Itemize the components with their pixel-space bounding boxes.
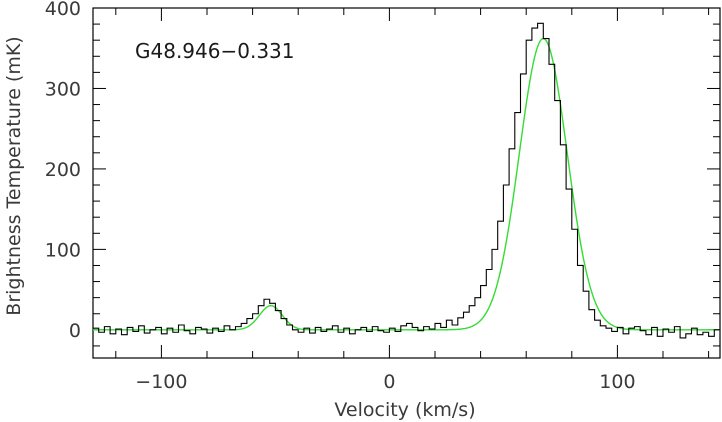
plot-frame (92, 7, 721, 359)
series-gaussian-fit (93, 37, 720, 331)
y-tick-label: 200 (45, 159, 81, 181)
axes-group: −100 0 100 0 100 200 300 400 (45, 0, 721, 393)
y-tick-label: 100 (45, 239, 81, 261)
y-tick-label: 400 (45, 0, 81, 20)
y-tick-label: 0 (69, 320, 81, 342)
y-tick-label: 300 (45, 78, 81, 100)
source-label: G48.946−0.331 (135, 39, 295, 63)
fit-layer (93, 37, 720, 331)
x-tick-label: −100 (135, 371, 187, 393)
y-axis-title: Brightness Temperature (mK) (3, 36, 25, 315)
x-tick-label: 100 (599, 371, 635, 393)
x-axis-title: Velocity (km/s) (334, 399, 475, 421)
x-tick-label: 0 (383, 371, 395, 393)
spectrum-layer (93, 22, 720, 339)
series-observed-spectrum (93, 22, 720, 339)
